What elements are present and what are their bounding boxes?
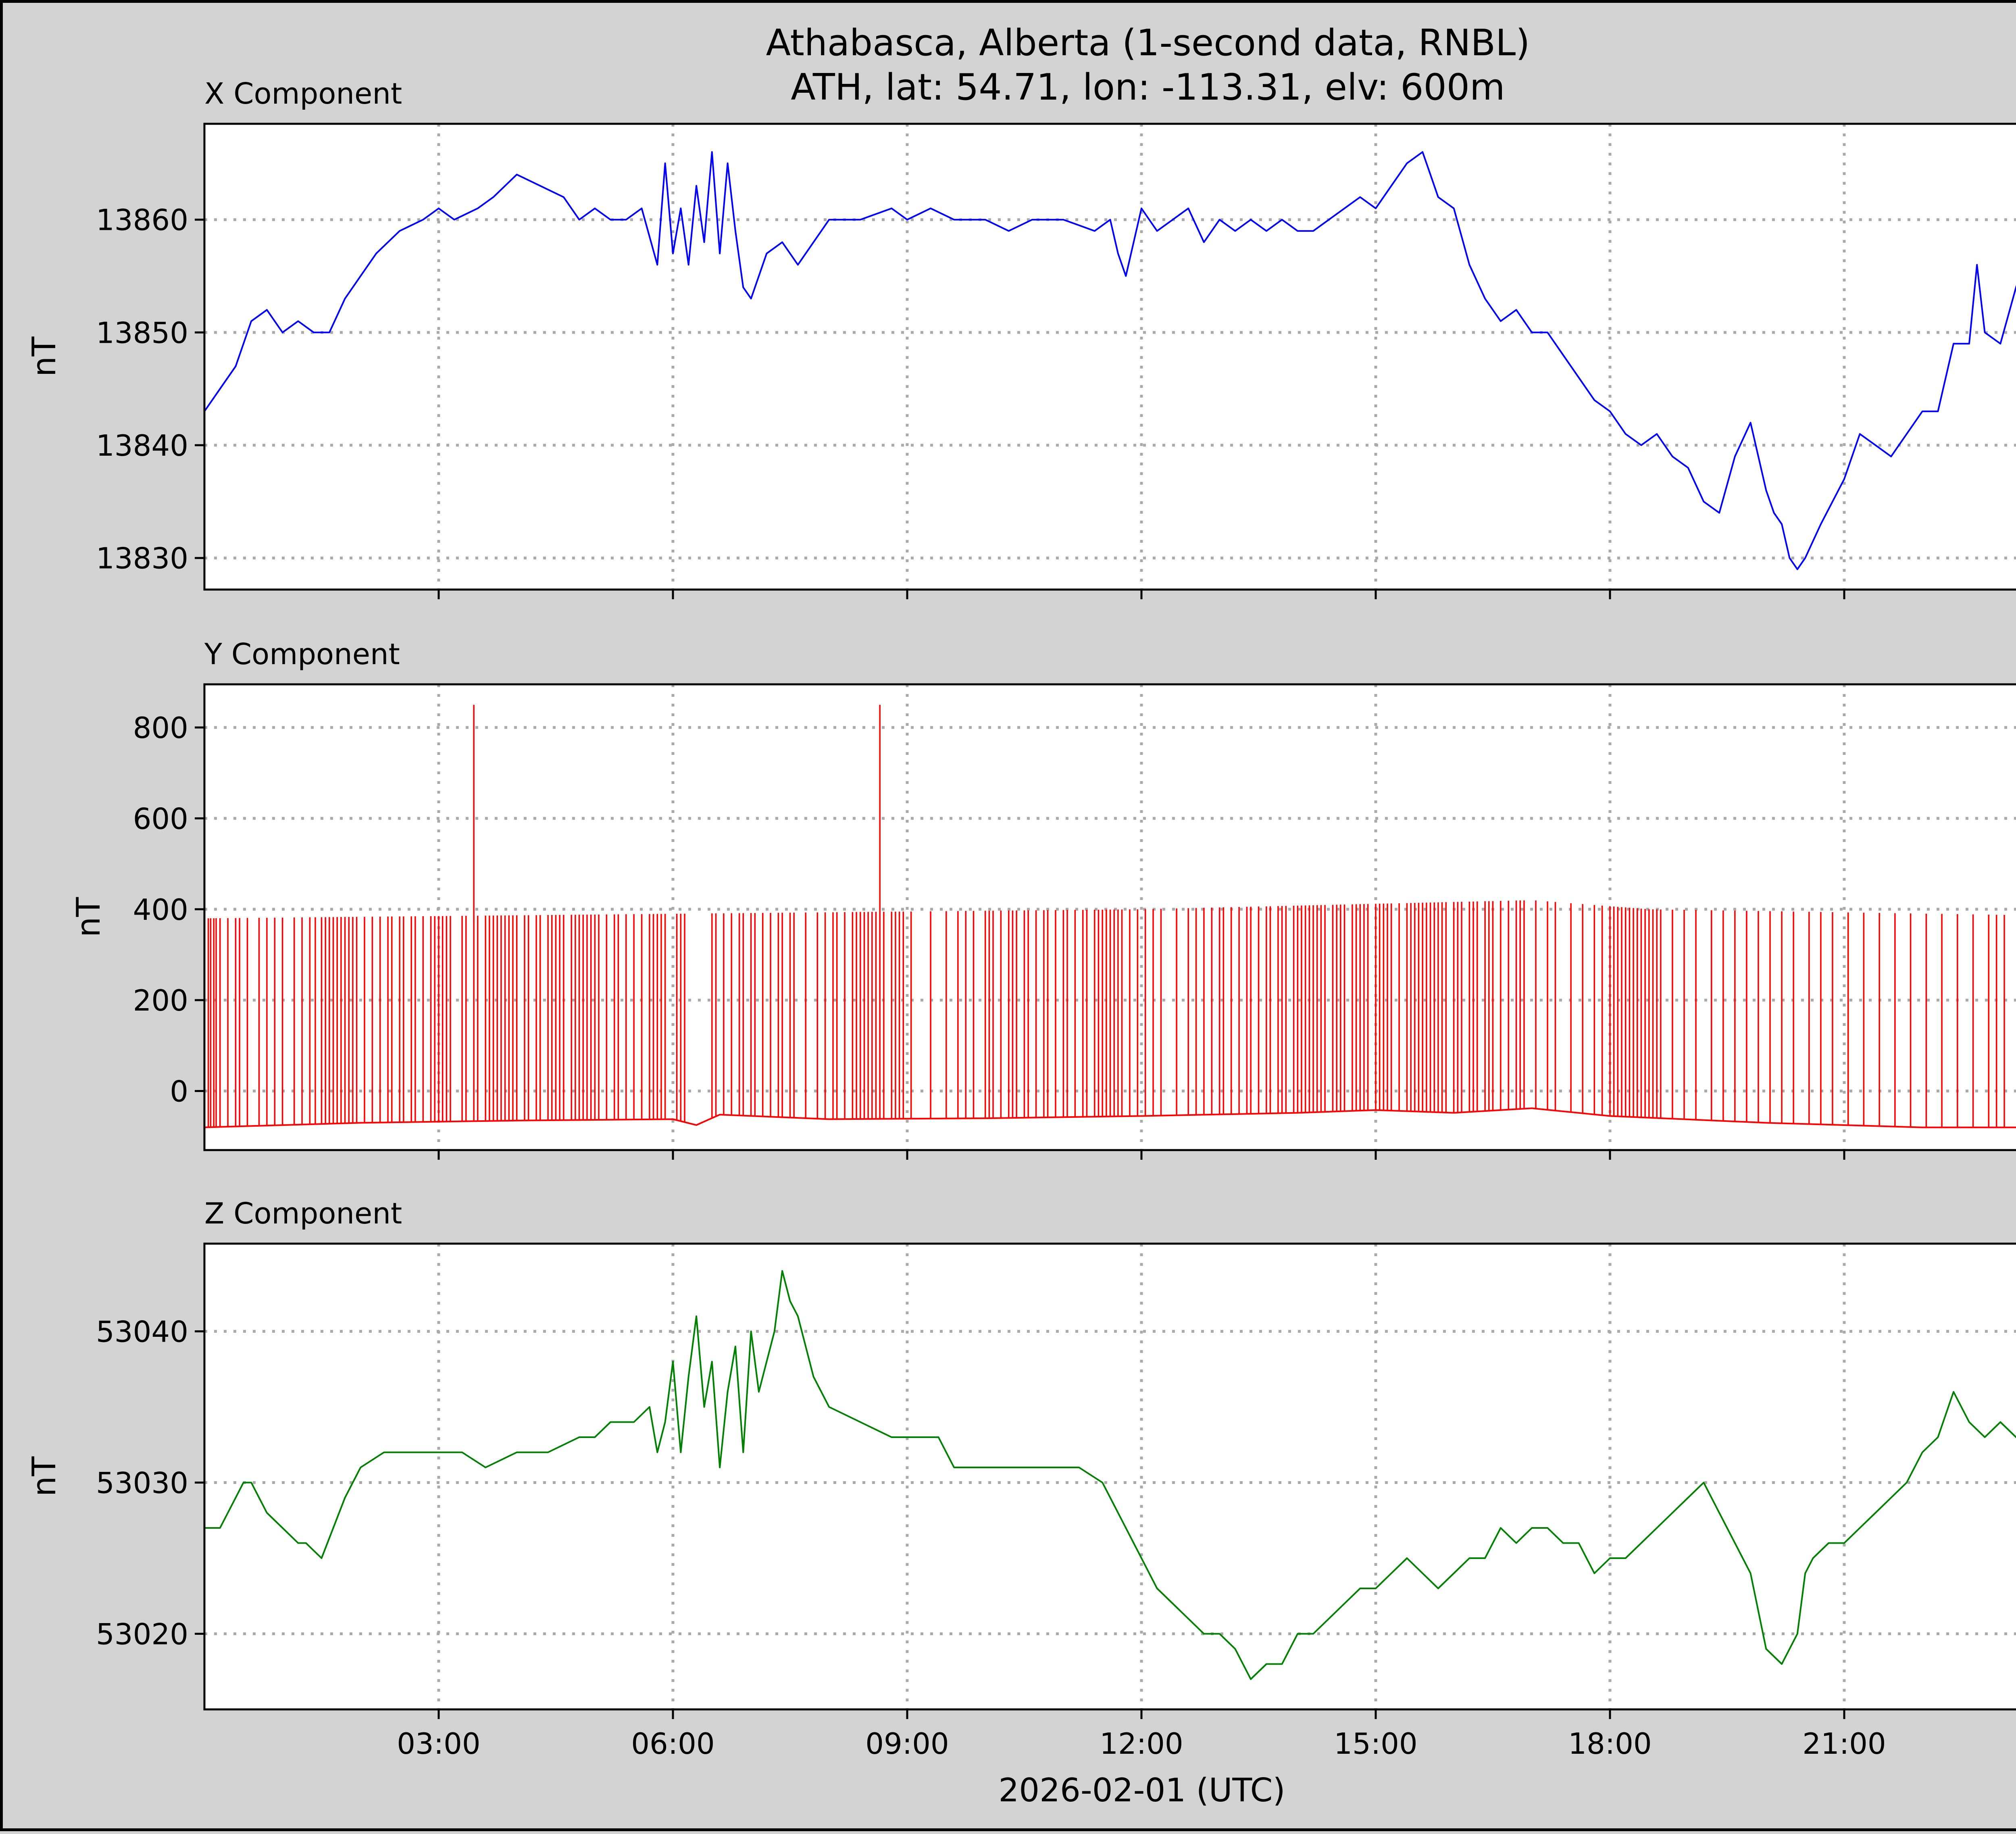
y-tick-label: 600 [133,802,188,836]
panels: 13830 13840 13850 13860 X Component nT 0 200 400… [25,77,2016,1761]
series-line [204,1270,2016,1680]
y-tick-label: 400 [133,893,188,927]
x-tick-label: 15:00 [1334,1727,1418,1761]
figure-title-line2: ATH, lat: 54.71, lon: -113.31, elv: 600m [791,66,1505,108]
x-tick-label: 12:00 [1100,1727,1183,1761]
plot-area [204,124,2016,590]
x-tick-label: 03:00 [397,1727,481,1761]
panel-title: X Component [204,77,402,110]
panel-2: 0 200 400 600 800 Y Component nT [70,637,2016,1160]
y-axis-label: nT [25,336,63,377]
y-tick-label: 200 [133,984,188,1017]
y-tick-label: 13830 [96,542,188,575]
x-axis-label: 2026-02-01 (UTC) [998,1771,1285,1809]
y-tick-label: 13860 [96,203,188,237]
figure-title-line1: Athabasca, Alberta (1-second data, RNBL) [766,22,1530,64]
y-tick-label: 800 [133,711,188,745]
panel-title: Z Component [204,1196,402,1230]
panel-3: 03:00 06:00 09:00 12:00 15:00 18:00 21:00 53020… [25,1196,2016,1761]
plot-area [204,1244,2016,1709]
y-axis-label: nT [25,1456,63,1497]
y-tick-label: 0 [170,1075,188,1109]
magnetometer-plot: Athabasca, Alberta (1-second data, RNBL)… [25,22,2016,1809]
x-tick-label: 06:00 [631,1727,715,1761]
y-tick-label: 53020 [96,1617,188,1651]
y-tick-label: 13850 [96,316,188,350]
panel-1: 13830 13840 13850 13860 X Component nT [25,77,2016,599]
y-tick-label: 53030 [96,1466,188,1500]
x-tick-label: 18:00 [1568,1727,1652,1761]
y-tick-label: 13840 [96,429,188,463]
y-axis-label: nT [70,897,107,938]
panel-title: Y Component [204,637,400,671]
x-tick-label: 21:00 [1802,1727,1886,1761]
series-baseline [204,1107,2016,1128]
y-tick-label: 53040 [96,1315,188,1349]
x-tick-label: 09:00 [865,1727,949,1761]
series-line [204,151,2016,570]
